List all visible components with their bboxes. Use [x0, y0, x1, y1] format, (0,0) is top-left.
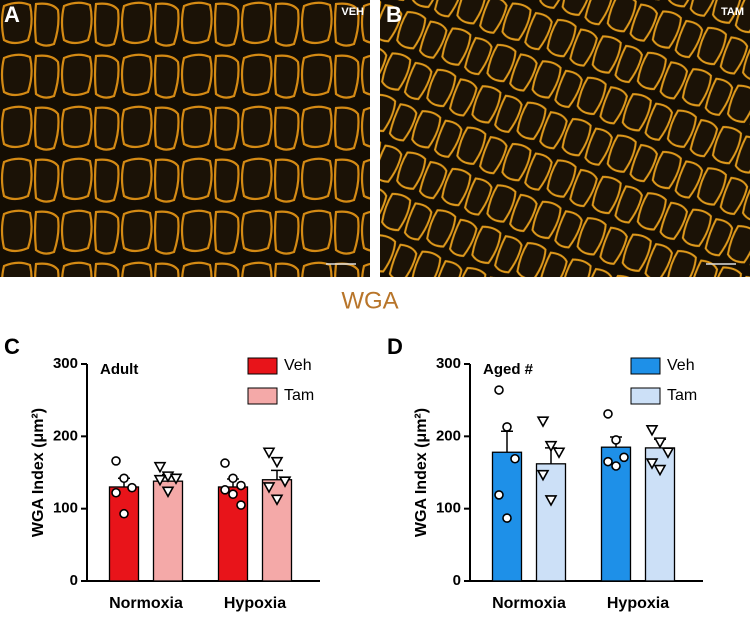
bar [261, 479, 293, 582]
bar [108, 486, 140, 582]
y-axis-label: WGA Index (μm²) [30, 408, 47, 537]
data-point [119, 508, 129, 519]
legend-label: Tam [284, 387, 314, 404]
data-point [611, 461, 621, 471]
legend-label: Veh [667, 357, 695, 374]
data-point [603, 409, 613, 419]
micrograph-a [0, 0, 370, 277]
data-point [111, 487, 121, 498]
data-point [220, 485, 230, 495]
data-point [153, 474, 167, 487]
data-point [228, 489, 238, 500]
data-point [119, 473, 129, 484]
data-point [161, 486, 175, 498]
data-point [169, 473, 183, 485]
panel-label: A [4, 2, 20, 27]
data-point [661, 447, 675, 459]
x-tick-label: Hypoxia [607, 595, 669, 612]
data-point [536, 416, 550, 428]
data-point [270, 456, 284, 469]
data-point [653, 437, 667, 449]
data-point [536, 469, 550, 482]
data-point [619, 452, 629, 463]
image-tag: VEH [341, 6, 364, 18]
legend-swatch [247, 357, 278, 375]
data-point [603, 456, 613, 467]
data-point [645, 458, 659, 470]
y-tick-label: 100 [436, 500, 461, 517]
legend-swatch [630, 357, 661, 375]
y-tick-label: 0 [453, 572, 461, 589]
data-point [262, 447, 276, 459]
data-point [502, 422, 512, 432]
legend-swatch [247, 387, 278, 405]
data-point [220, 458, 230, 468]
data-point [552, 447, 566, 459]
data-point [270, 494, 284, 506]
data-point [653, 464, 667, 477]
data-point [278, 476, 292, 488]
data-point [228, 473, 238, 484]
y-tick-label: 300 [436, 355, 461, 372]
data-point [611, 435, 621, 445]
panel-label: C [4, 334, 20, 359]
data-point [502, 513, 512, 523]
data-point [494, 490, 504, 500]
data-point [494, 385, 504, 395]
x-tick-label: Normoxia [492, 595, 566, 612]
data-point [645, 425, 659, 437]
x-tick-label: Normoxia [109, 595, 183, 612]
data-point [544, 440, 558, 453]
error-bar [501, 430, 513, 453]
error-bar [271, 469, 283, 480]
data-point [153, 461, 167, 474]
data-point [510, 453, 520, 464]
y-tick-label: 0 [70, 572, 78, 589]
legend-label: Tam [667, 387, 697, 404]
micrograph-b [380, 0, 750, 277]
legend-swatch [630, 387, 661, 405]
x-tick-label: Hypoxia [224, 595, 286, 612]
y-tick-label: 200 [436, 427, 461, 444]
y-tick-label: 100 [53, 500, 78, 517]
data-point [544, 495, 558, 507]
y-tick-label: 300 [53, 355, 78, 372]
data-point [236, 480, 246, 491]
annotation: Adult [100, 361, 138, 378]
data-point [262, 482, 276, 494]
legend-label: Veh [284, 357, 312, 374]
data-point [111, 456, 121, 466]
image-tag: TAM [721, 6, 744, 18]
data-point [236, 500, 246, 510]
y-axis-label: WGA Index (μm²) [413, 408, 430, 537]
panel-label: B [386, 2, 402, 27]
y-tick-label: 200 [53, 427, 78, 444]
bar [535, 463, 567, 582]
panel-label: D [387, 334, 403, 359]
stain-label: WGA [341, 287, 398, 314]
data-point [127, 482, 137, 493]
annotation: Aged # [483, 361, 534, 378]
